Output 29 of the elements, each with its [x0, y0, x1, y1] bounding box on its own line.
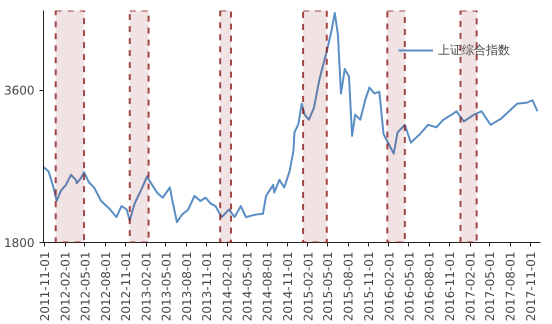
- x-tick-label: 2016-08-01: [422, 251, 437, 322]
- x-tick-label: 2012-08-01: [98, 251, 113, 322]
- x-tick-label: 2012-11-01: [119, 251, 134, 322]
- x-tick-label: 2015-11-01: [362, 251, 376, 322]
- x-tick-label: 2016-11-01: [443, 251, 458, 322]
- x-tick-label: 2015-05-01: [321, 251, 336, 322]
- x-tick-label: 2017-11-01: [524, 251, 538, 322]
- x-tick-label: 2013-11-01: [200, 251, 214, 322]
- x-tick-label: 2017-08-01: [504, 251, 518, 322]
- x-tick-label: 2014-02-01: [220, 251, 235, 322]
- x-tick-label: 2013-05-01: [159, 251, 174, 322]
- legend-label: 上证综合指数: [438, 42, 510, 58]
- y-tick-label: 1800: [4, 236, 35, 250]
- x-tick-label: 2011-11-01: [38, 251, 52, 322]
- x-tick-label: 2014-08-01: [260, 251, 275, 322]
- x-tick-label: 2017-02-01: [464, 251, 478, 322]
- x-tick-label: 2016-05-01: [402, 251, 416, 322]
- x-tick-label: 2012-02-01: [58, 251, 73, 322]
- x-tick-label: 2013-02-01: [140, 251, 154, 322]
- x-tick-label: 2014-05-01: [240, 251, 254, 322]
- line-series: [44, 12, 538, 224]
- x-tick-label: 2015-08-01: [342, 251, 356, 322]
- y-tick-label: 3600: [4, 84, 35, 98]
- x-tick-label: 2012-05-01: [78, 251, 92, 322]
- x-tick-label: 2016-02-01: [382, 251, 396, 322]
- x-tick-label: 2013-08-01: [180, 251, 194, 322]
- x-tick-label: 2014-11-01: [281, 251, 296, 322]
- x-tick-label: 2015-02-01: [301, 251, 316, 322]
- x-tick-label: 2017-05-01: [483, 251, 498, 322]
